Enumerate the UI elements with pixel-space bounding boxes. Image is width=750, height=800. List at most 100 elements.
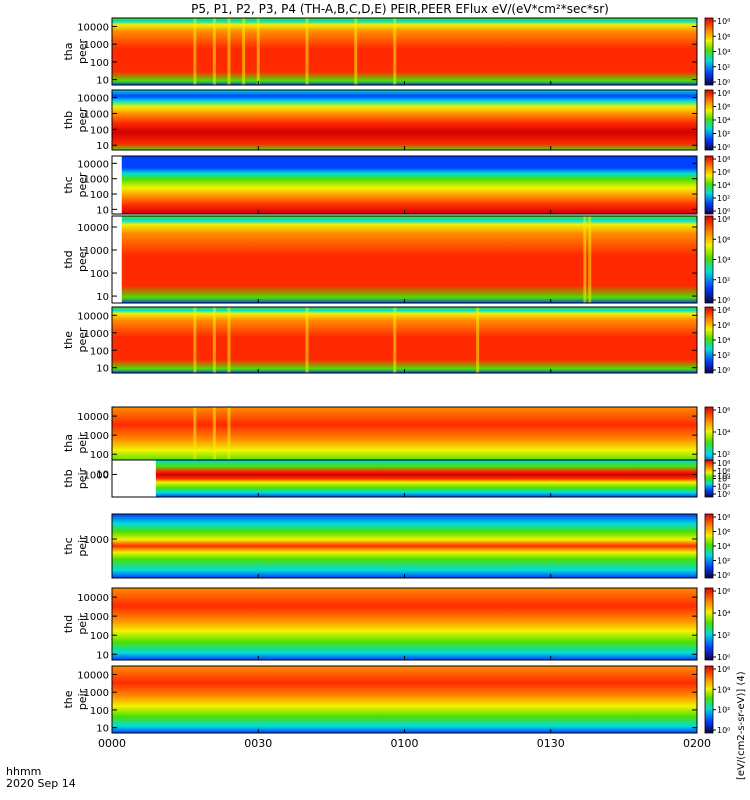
panel-ylabel-top: thd (62, 615, 75, 633)
spectrogram-fill (112, 588, 697, 660)
spectrogram-feature (212, 407, 216, 479)
colorbar-tick-label: 10⁰ (717, 472, 730, 481)
panel-ylabel-bottom: peer (76, 107, 89, 133)
colorbar (704, 306, 714, 374)
spectrogram-fill (112, 666, 697, 733)
panel-ylabel-bottom: peer (76, 247, 89, 273)
colorbar-tick-label: 10⁰ (717, 571, 730, 580)
colorbar-tick-label: 10² (717, 63, 730, 72)
colorbar-tick-label: 10⁴ (717, 256, 730, 265)
panel-thd-peir: thd peir 10 100 1000 10000 10⁰ 10² 10⁴ 10⁶ (62, 587, 730, 662)
colorbar-tick-label: 10⁰ (717, 78, 730, 87)
colorbar-tick-label: 10⁰ (717, 207, 730, 216)
panel-ylabel-bottom: peir (76, 688, 89, 710)
colorbar-tick-label: 10² (717, 706, 730, 715)
colorbar-tick-label: 10² (717, 276, 730, 285)
ytick-label: 100 (90, 706, 109, 717)
ytick-label: 1000 (84, 175, 109, 186)
ytick-label: 1000 (84, 246, 109, 257)
panel-ylabel-bottom: peer (76, 172, 89, 198)
spectrogram-feature (393, 307, 397, 373)
figure-title: P5, P1, P2, P3, P4 (TH-A,B,C,D,E) PEIR,P… (191, 2, 609, 16)
ytick-label: 1000 (84, 470, 109, 481)
xtick-label: 0200 (683, 737, 711, 750)
time-axis: hhmm 2020 Sep 14 0000 0030 0100 0130 0200 (6, 737, 711, 790)
panel-thd-peer: thd peer 10 100 1000 10000 10⁰ 10² 10⁴ 10⁶ 10⁸ (62, 215, 730, 305)
colorbar-tick-label: 10⁴ (717, 609, 730, 618)
panel-ylabel-bottom: peir (76, 467, 89, 489)
x-row-label: hhmm (6, 765, 41, 778)
spectrogram-feature (227, 307, 231, 373)
ytick-label: 10000 (77, 311, 109, 322)
colorbar-tick-label: 10⁰ (717, 490, 730, 499)
spectrogram-fill (112, 18, 697, 85)
colorbar (704, 215, 714, 304)
ytick-label: 1000 (84, 688, 109, 699)
colorbar-tick-label: 10⁶ (717, 587, 730, 596)
colorbar-tick-label: 10⁸ (717, 459, 730, 468)
colorbar-tick-label: 10⁶ (717, 168, 730, 177)
colorbar-tick-label: 10⁴ (717, 428, 730, 437)
panel-the-peir: the peir 10 100 1000 10000 10⁰ 10² 10⁴ 10⁶ (62, 665, 730, 735)
spectrogram-feature (305, 18, 309, 85)
spectrogram-feature (583, 216, 587, 303)
colorbar-tick-label: 10² (717, 450, 730, 459)
panel-ylabel-bottom: peir (76, 535, 89, 557)
panel-ylabel-top: tha (62, 42, 75, 60)
ytick-label: 10 (96, 469, 109, 480)
colorbar-tick-label: 10⁶ (717, 235, 730, 244)
ytick-label: 10 (96, 141, 109, 152)
colorbar-tick-label: 10² (717, 351, 730, 360)
ytick-label: 10000 (77, 159, 109, 170)
ytick-label: 10000 (77, 412, 109, 423)
panel-the-peer: the peer 10 100 1000 10000 10⁰ 10² 10⁴ 10⁶ 10⁸ (62, 306, 730, 375)
spectrogram-feature (212, 307, 216, 373)
panel-ylabel-bottom: peir (76, 432, 89, 454)
colorbar-tick-label: 10² (717, 482, 730, 491)
ytick-label: 10 (96, 292, 109, 303)
x-date-label: 2020 Sep 14 (6, 777, 76, 790)
xtick-label: 0130 (537, 737, 565, 750)
colorbar-tick-label: 10⁰ (717, 143, 730, 152)
colorbar-tick-label: 10⁶ (717, 467, 730, 476)
colorbar-tick-label: 10⁸ (717, 215, 730, 224)
ytick-label: 10 (96, 76, 109, 87)
colorbar-tick-label: 10² (717, 130, 730, 139)
spectrogram-fill (121, 156, 697, 214)
spectrogram-feature (227, 18, 231, 85)
panel-ylabel-top: thb (62, 469, 75, 487)
colorbar (704, 17, 714, 86)
colorbar-tick-label: 10⁸ (717, 306, 730, 315)
panel-tha-peer: tha peer 10 100 1000 10000 10⁰ 10² 10⁴ 10⁶ 10⁸ (62, 17, 730, 87)
ytick-label: 10 (96, 724, 109, 735)
colorbar-tick-label: 10⁰ (717, 726, 730, 735)
ytick-label: 1000 (84, 40, 109, 51)
spectrogram-feature (227, 407, 231, 479)
colorbar-tick-label: 10⁰ (717, 366, 730, 375)
colorbar (704, 513, 714, 579)
xtick-label: 0100 (391, 737, 419, 750)
spectrogram-feature (193, 307, 197, 373)
spectrogram-feature (242, 18, 246, 85)
ytick-label: 10000 (77, 593, 109, 604)
ytick-label: 10 (96, 205, 109, 216)
ytick-label: 100 (90, 450, 109, 461)
ytick-label: 10000 (77, 94, 109, 105)
colorbar-tick-label: 10⁸ (717, 17, 730, 26)
colorbar-tick-label: 10⁶ (717, 321, 730, 330)
ytick-label: 10000 (77, 22, 109, 33)
spectrogram-fill (155, 460, 697, 497)
xtick-label: 0000 (98, 737, 126, 750)
ytick-label: 1000 (84, 612, 109, 623)
ytick-label: 100 (90, 125, 109, 136)
ytick-label: 100 (90, 346, 109, 357)
spectrogram-feature (393, 18, 397, 85)
ytick-label: 1000 (84, 431, 109, 442)
colorbar-tick-label: 10⁴ (717, 116, 730, 125)
spectrogram-feature (256, 18, 260, 85)
colorbar-tick-label: 10⁶ (717, 32, 730, 41)
